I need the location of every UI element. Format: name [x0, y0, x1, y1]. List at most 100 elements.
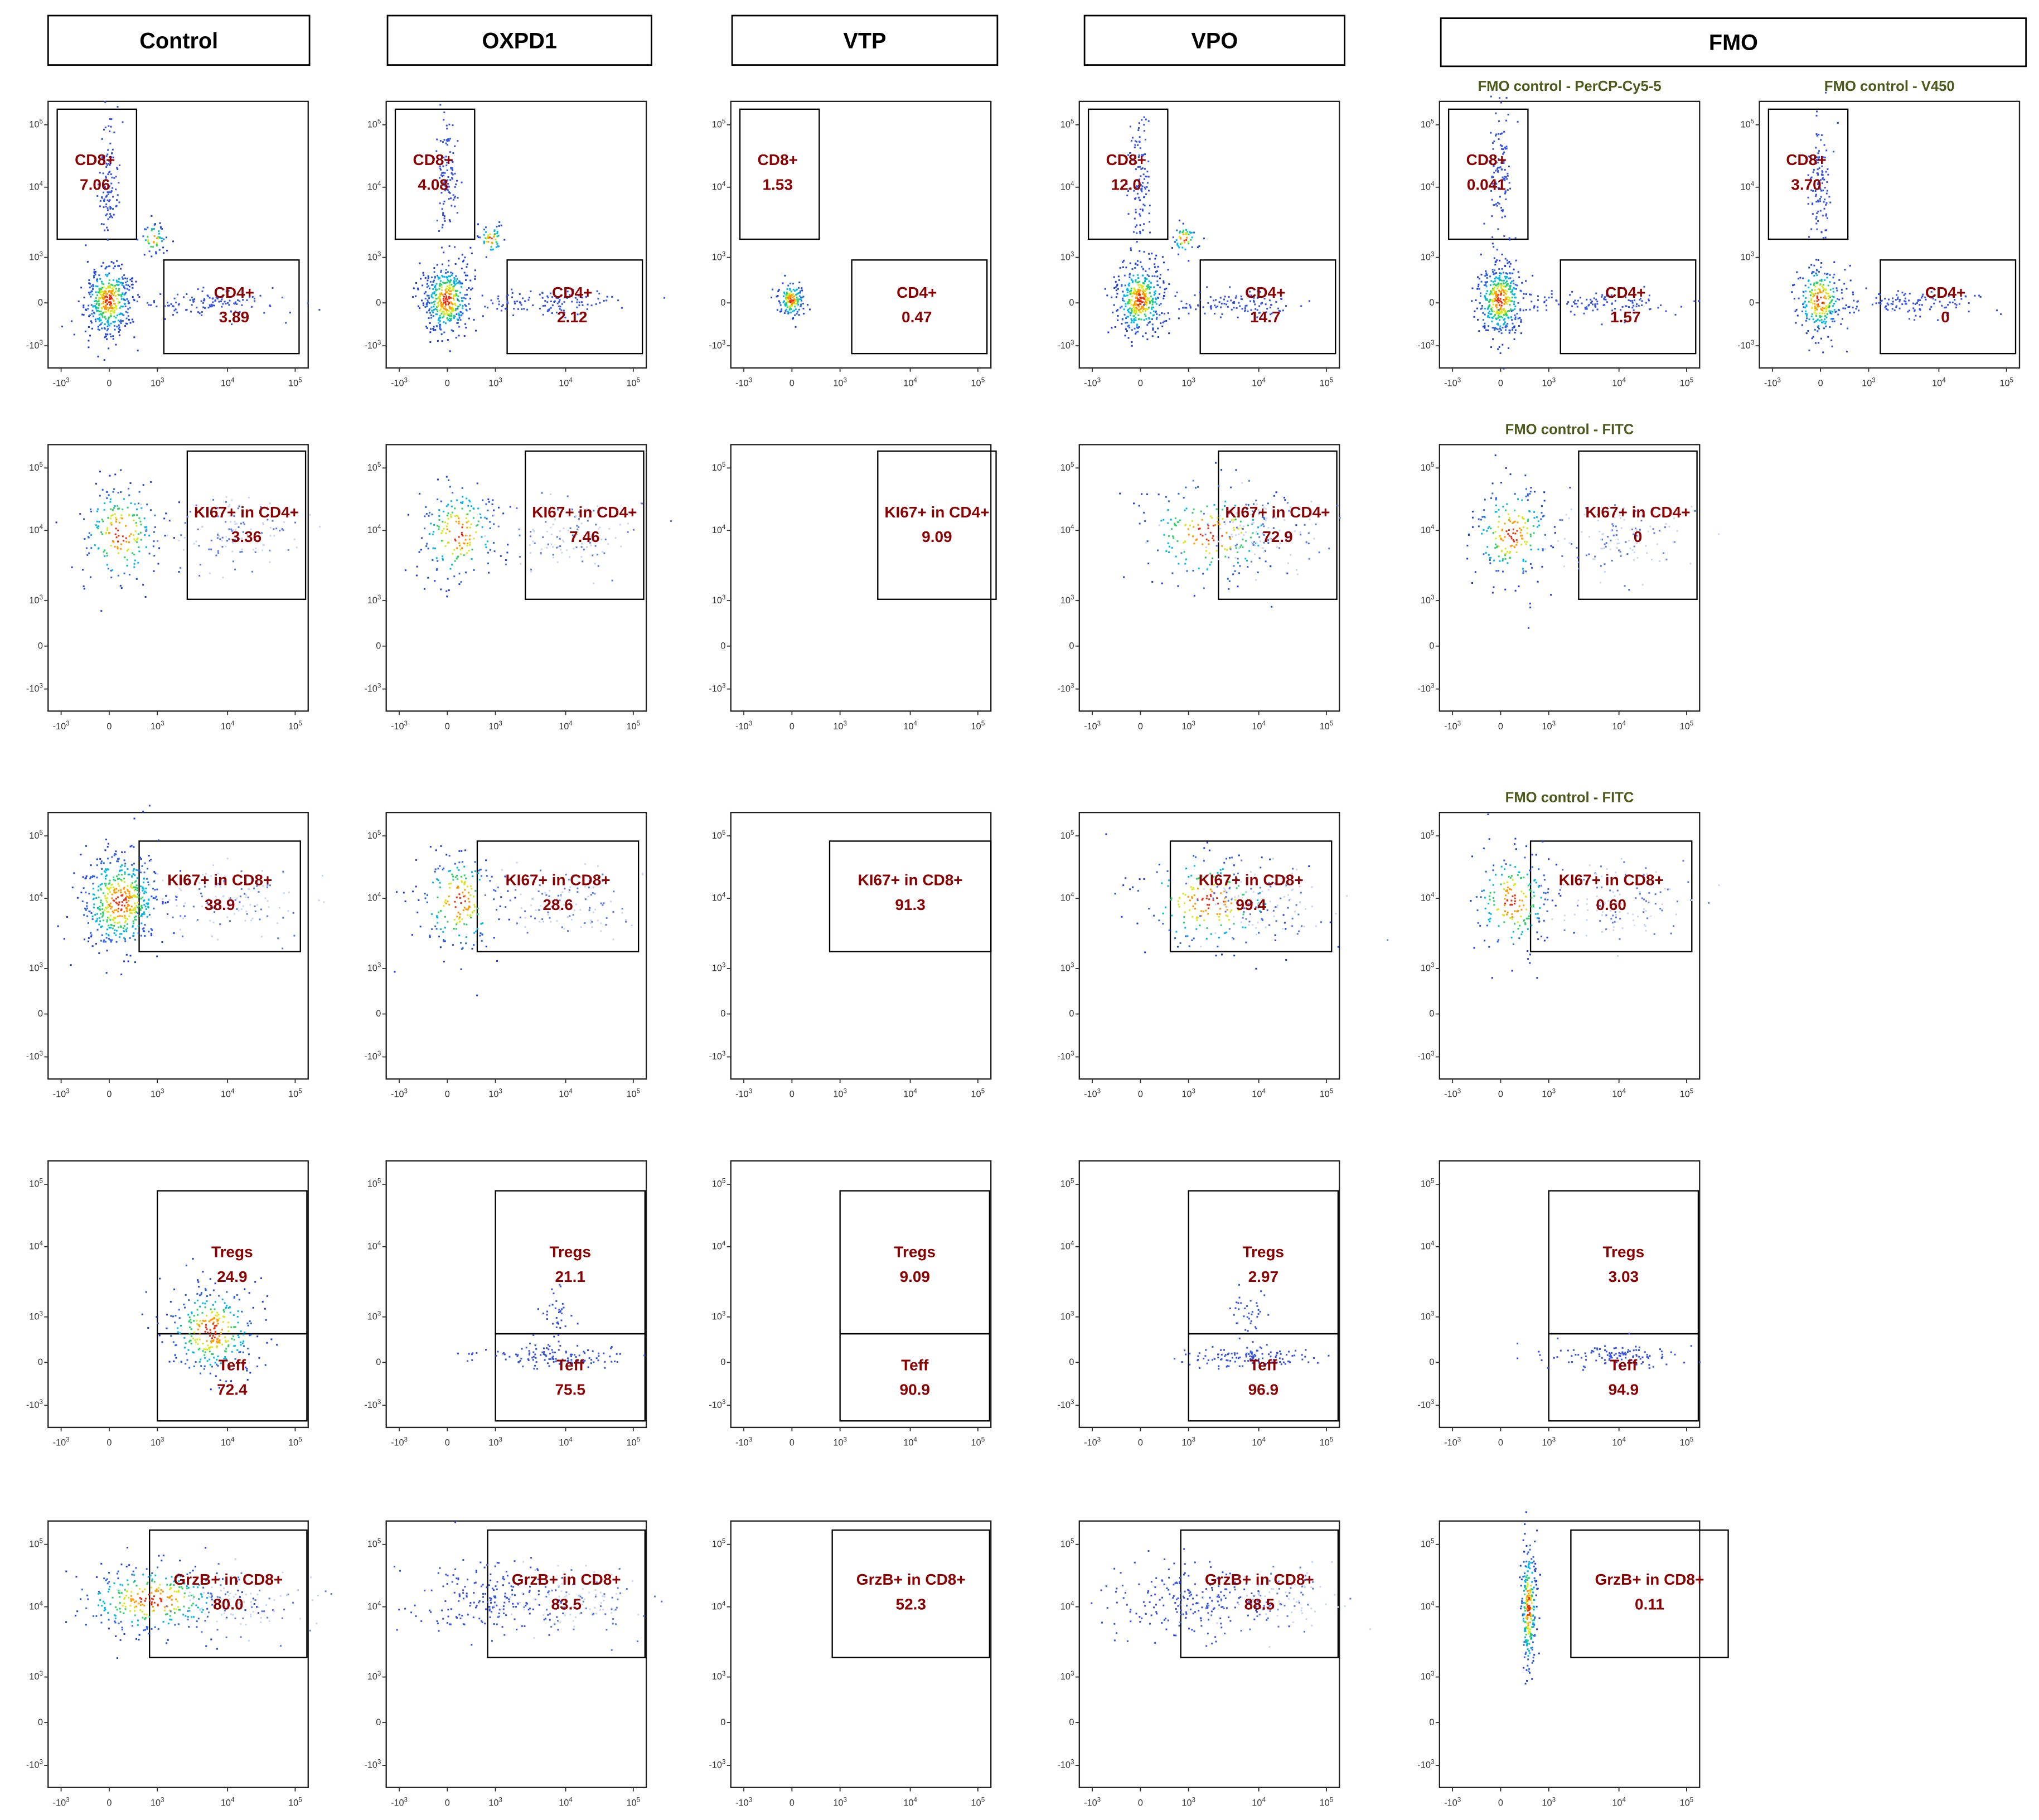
density-point: [1552, 546, 1554, 549]
density-point: [117, 574, 119, 577]
density-point: [627, 522, 629, 525]
density-point: [1478, 518, 1480, 520]
density-point: [157, 236, 159, 238]
density-point: [790, 295, 792, 297]
density-point: [1139, 522, 1141, 525]
density-point: [779, 304, 782, 306]
density-point: [1127, 337, 1130, 339]
density-point: [1122, 261, 1124, 263]
density-point: [779, 311, 781, 313]
density-point: [236, 299, 239, 301]
density-point: [1571, 305, 1573, 307]
plot-frame: [1078, 444, 1340, 712]
density-point: [109, 508, 112, 510]
density-point: [1155, 318, 1157, 320]
density-point: [1816, 134, 1818, 137]
density-point: [1498, 158, 1500, 160]
density-point: [1146, 182, 1149, 184]
density-point: [1550, 545, 1552, 547]
density-point: [1504, 265, 1507, 267]
density-point: [99, 278, 101, 280]
density-point: [1827, 168, 1829, 170]
density-point: [161, 240, 163, 242]
density-point: [1493, 316, 1495, 318]
density-point: [95, 303, 98, 305]
density-point: [546, 530, 548, 533]
density-point: [448, 310, 450, 312]
density-point: [96, 301, 99, 303]
density-point: [1895, 306, 1897, 308]
density-point: [116, 314, 119, 317]
density-point: [1185, 307, 1188, 309]
density-point: [1145, 193, 1147, 195]
density-point: [112, 290, 114, 292]
density-point: [1842, 297, 1844, 299]
density-point: [469, 500, 471, 502]
density-point: [492, 248, 494, 250]
density-point: [1527, 495, 1529, 497]
density-point: [1175, 525, 1177, 527]
density-point: [426, 543, 428, 545]
density-point: [563, 301, 565, 303]
density-point: [1500, 206, 1503, 209]
density-point: [1494, 298, 1496, 300]
density-point: [107, 193, 109, 195]
density-point: [1816, 228, 1818, 230]
density-point: [1808, 318, 1810, 321]
density-point: [428, 287, 430, 289]
density-point: [1496, 168, 1499, 170]
density-point: [1541, 512, 1543, 514]
density-point: [109, 118, 111, 120]
gate-name: CD8+: [413, 151, 453, 168]
density-point: [1141, 306, 1144, 308]
density-point: [120, 587, 123, 589]
density-point: [128, 574, 130, 576]
density-point: [466, 552, 468, 554]
density-point: [1131, 308, 1133, 310]
density-point: [576, 301, 578, 303]
density-point: [1174, 524, 1176, 526]
density-point: [1484, 275, 1486, 277]
density-point: [1501, 253, 1503, 255]
density-point: [73, 333, 75, 336]
density-point: [447, 279, 449, 281]
density-point: [1168, 545, 1170, 548]
density-point: [114, 284, 117, 287]
density-point: [1813, 264, 1815, 267]
density-point: [1471, 582, 1473, 584]
density-point: [1499, 187, 1501, 190]
density-point: [1178, 253, 1180, 255]
density-point: [1498, 289, 1500, 292]
density-point: [1209, 296, 1212, 298]
density-point: [603, 299, 605, 302]
density-point: [430, 294, 433, 296]
density-point: [1500, 312, 1503, 314]
density-point: [1545, 304, 1547, 307]
density-point: [114, 291, 117, 293]
density-point: [1820, 134, 1823, 136]
density-point: [413, 287, 415, 289]
density-point: [451, 289, 453, 291]
density-point: [1525, 280, 1527, 282]
density-point: [1513, 338, 1515, 340]
density-point: [1529, 493, 1531, 495]
density-point: [513, 308, 515, 310]
density-point: [134, 503, 136, 505]
density-point: [453, 278, 456, 280]
density-point: [1504, 536, 1506, 538]
density-point: [587, 540, 589, 543]
density-point: [1235, 469, 1237, 471]
density-point: [1824, 315, 1827, 317]
density-point: [105, 214, 107, 216]
density-point: [99, 317, 101, 320]
density-point: [455, 183, 457, 186]
density-point: [1823, 207, 1825, 210]
density-point: [1830, 299, 1833, 302]
density-point: [1284, 519, 1286, 521]
density-point: [1193, 543, 1195, 545]
density-point: [596, 290, 598, 292]
density-point: [487, 562, 489, 564]
density-point: [1154, 291, 1156, 293]
density-point: [106, 527, 109, 529]
density-point: [241, 537, 243, 539]
